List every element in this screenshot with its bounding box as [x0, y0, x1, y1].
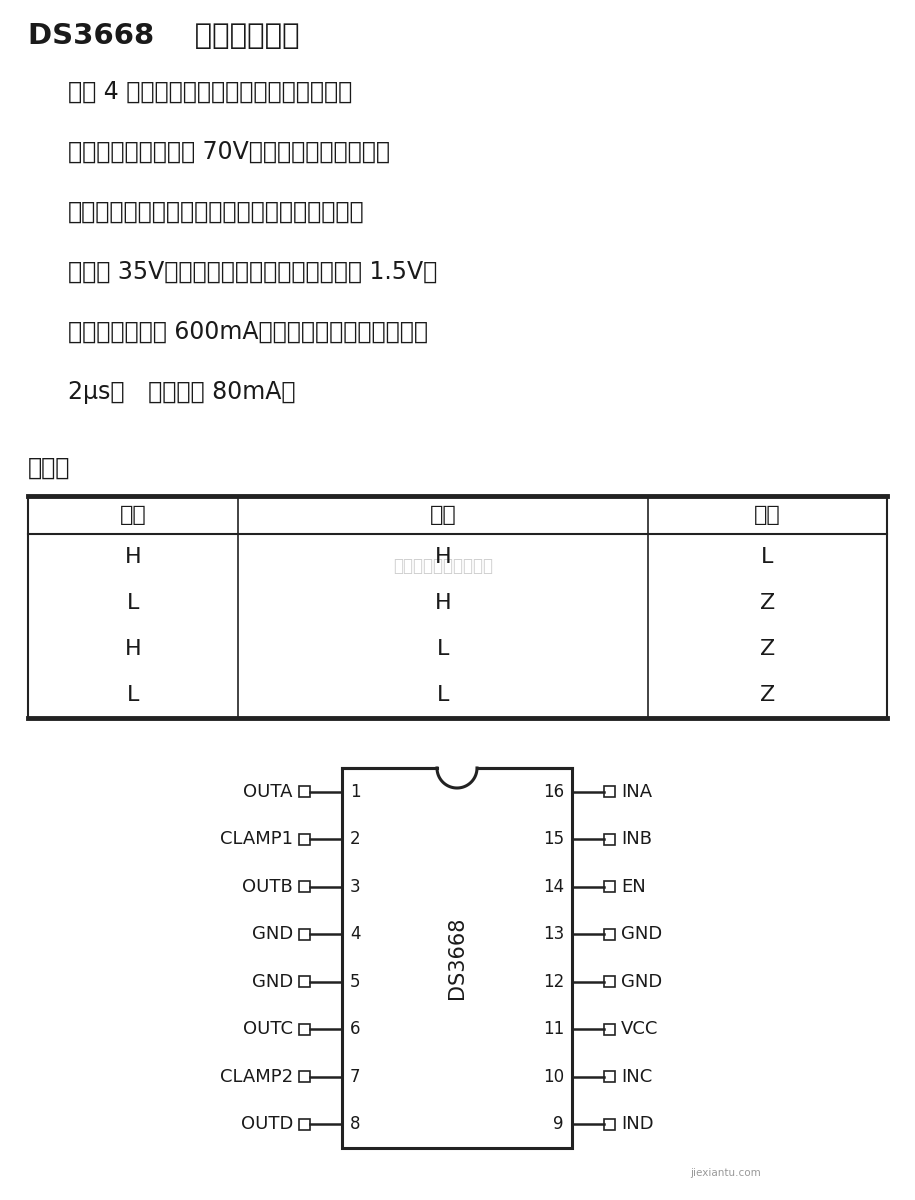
Text: 11: 11: [543, 1020, 564, 1038]
Text: 8: 8: [350, 1115, 361, 1133]
Text: 允许: 允许: [430, 505, 457, 526]
Text: 压是指转换电感负载时，输出可以保持的最大电: 压是指转换电感负载时，输出可以保持的最大电: [68, 200, 364, 224]
Bar: [299, 786, 310, 797]
Bar: [299, 1072, 310, 1082]
Text: 3: 3: [350, 877, 361, 895]
Text: INA: INA: [621, 782, 652, 800]
Text: 压）为 35V，带输出故障保护；输出低电压 1.5V；: 压）为 35V，带输出故障保护；输出低电压 1.5V；: [68, 260, 437, 284]
Text: 13: 13: [543, 925, 564, 943]
Text: L: L: [436, 638, 449, 659]
Text: 输出: 输出: [754, 505, 780, 526]
Text: Z: Z: [759, 593, 775, 613]
Text: 15: 15: [543, 830, 564, 848]
Text: H: H: [435, 547, 451, 566]
Text: 9: 9: [554, 1115, 564, 1133]
Text: IND: IND: [621, 1115, 653, 1133]
Bar: [342, 768, 572, 1148]
Text: Z: Z: [759, 638, 775, 659]
Bar: [604, 929, 615, 940]
Text: INB: INB: [621, 830, 652, 848]
Text: H: H: [124, 638, 141, 659]
Text: OUTC: OUTC: [243, 1020, 293, 1038]
Text: 杭州将睦科技有限公司: 杭州将睦科技有限公司: [393, 557, 493, 575]
Bar: [299, 834, 310, 845]
Text: 输入: 输入: [120, 505, 146, 526]
Text: 辑功能；输出高电压 70V；上锁存电压（锁存电: 辑功能；输出高电压 70V；上锁存电压（锁存电: [68, 140, 390, 164]
Text: L: L: [436, 685, 449, 704]
Bar: [604, 1024, 615, 1034]
Bar: [604, 977, 615, 988]
Text: jiexiantu.com: jiexiantu.com: [690, 1168, 760, 1178]
Text: 12: 12: [543, 973, 564, 991]
Text: 14: 14: [543, 877, 564, 895]
Text: DS3668: DS3668: [447, 917, 467, 1000]
Bar: [604, 786, 615, 797]
Text: 4: 4: [350, 925, 361, 943]
Bar: [299, 977, 310, 988]
Text: 10: 10: [543, 1068, 564, 1086]
Text: GND: GND: [621, 973, 662, 991]
Bar: [604, 834, 615, 845]
Text: GND: GND: [621, 925, 662, 943]
Text: VCC: VCC: [621, 1020, 659, 1038]
Bar: [604, 881, 615, 893]
Text: H: H: [124, 547, 141, 566]
Text: CLAMP2: CLAMP2: [220, 1068, 293, 1086]
Text: DS3668    四外围驱动器: DS3668 四外围驱动器: [28, 22, 299, 50]
Text: 6: 6: [350, 1020, 361, 1038]
Text: INC: INC: [621, 1068, 652, 1086]
Text: 功能表: 功能表: [28, 456, 70, 480]
Bar: [604, 1072, 615, 1082]
Text: 2: 2: [350, 830, 361, 848]
Text: 16: 16: [543, 782, 564, 800]
Text: H: H: [435, 593, 451, 613]
Text: OUTB: OUTB: [242, 877, 293, 895]
Text: OUTA: OUTA: [243, 782, 293, 800]
Text: 内有 4 个独立电路；有公共使能端；与非逻: 内有 4 个独立电路；有公共使能端；与非逻: [68, 80, 352, 104]
Text: 1: 1: [350, 782, 361, 800]
Text: 5: 5: [350, 973, 361, 991]
Text: OUTD: OUTD: [241, 1115, 293, 1133]
Text: L: L: [761, 547, 774, 566]
Bar: [604, 1118, 615, 1129]
Text: 7: 7: [350, 1068, 361, 1086]
Text: L: L: [127, 593, 139, 613]
Text: 2μs； 电源电流 80mA。: 2μs； 电源电流 80mA。: [68, 380, 296, 404]
Text: EN: EN: [621, 877, 646, 895]
Text: CLAMP1: CLAMP1: [220, 830, 293, 848]
Bar: [299, 1118, 310, 1129]
Text: Z: Z: [759, 685, 775, 704]
Text: L: L: [127, 685, 139, 704]
Text: 输出低电平电流 600mA；传播延迟时间（典型値）: 输出低电平电流 600mA；传播延迟时间（典型値）: [68, 320, 428, 344]
Text: GND: GND: [252, 925, 293, 943]
Bar: [299, 1024, 310, 1034]
Bar: [299, 881, 310, 893]
Bar: [299, 929, 310, 940]
Text: GND: GND: [252, 973, 293, 991]
